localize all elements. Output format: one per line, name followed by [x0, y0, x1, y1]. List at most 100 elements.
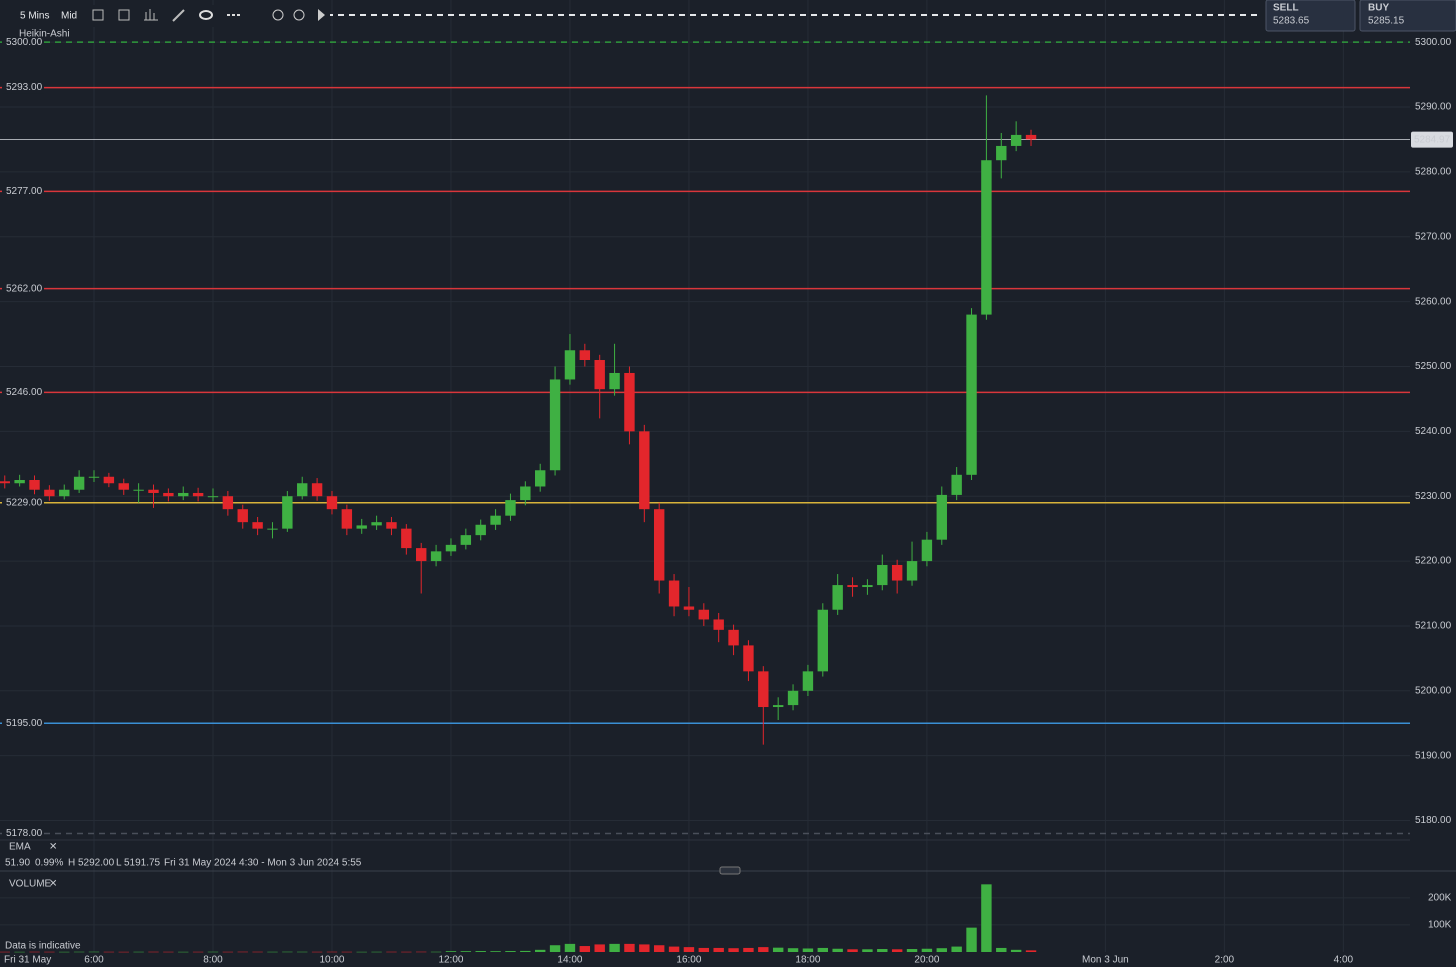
volume-bar [401, 951, 412, 953]
candle-body [683, 606, 695, 610]
level-label: 5262.00 [6, 283, 43, 294]
candle-body [371, 522, 382, 526]
candle-body [520, 486, 531, 501]
volume-bar [996, 947, 1007, 952]
candle-body [192, 492, 204, 497]
volume-bar [862, 949, 873, 952]
sell-label: SELL [1273, 3, 1299, 14]
buy-box[interactable] [1359, 0, 1456, 32]
level-tag-bg [2, 282, 44, 295]
candle-body [534, 470, 546, 487]
y-tick-label: 5290.00 [1415, 102, 1452, 113]
buy-price: 5285.15 [1368, 16, 1405, 27]
candle-body [416, 548, 427, 562]
y-tick-label: 5240.00 [1415, 426, 1452, 437]
volume-bar [787, 948, 799, 952]
y-tick-label: 5210.00 [1415, 621, 1452, 632]
volume-bar [891, 949, 903, 952]
candle-body [921, 539, 933, 562]
icon[interactable] [172, 9, 185, 22]
interval[interactable]: 5 Mins [20, 11, 49, 22]
candle-body [252, 522, 263, 529]
indicator-change: 0.99% [35, 858, 63, 869]
volume-bar [282, 951, 293, 953]
y-tick-label: 5250.00 [1415, 361, 1452, 372]
close-icon[interactable]: ✕ [49, 842, 57, 853]
volume-bar [728, 948, 739, 952]
candle-body [237, 509, 248, 523]
close-icon[interactable]: ✕ [49, 879, 57, 890]
candle-body [609, 372, 620, 390]
candle-body [966, 314, 977, 475]
volume-bar [921, 948, 933, 952]
x-tick-label: 18:00 [795, 955, 820, 966]
candle-body [832, 585, 843, 610]
note: Data is indicative [5, 941, 81, 952]
icon[interactable] [272, 9, 284, 21]
volume-bar [252, 951, 263, 953]
candle-body [356, 525, 367, 529]
price-tag-label: 5284.97 [1414, 134, 1451, 145]
candle-body [668, 580, 680, 607]
candle-body [1010, 134, 1022, 146]
volume-bar [847, 949, 858, 952]
candle-body [401, 528, 412, 549]
icon[interactable] [92, 9, 104, 21]
x-tick-label: 10:00 [319, 955, 344, 966]
candle-body [178, 492, 189, 497]
icon[interactable] [118, 9, 130, 21]
candle-body [386, 522, 397, 529]
candle-body [14, 480, 25, 484]
candle-body [594, 360, 605, 390]
candle-body [430, 551, 442, 562]
volume-bar [88, 951, 100, 953]
candle-body [475, 524, 486, 536]
icon[interactable] [318, 9, 325, 21]
icon[interactable] [293, 9, 305, 21]
candle-body [103, 476, 115, 484]
volume-bar [549, 945, 561, 952]
candle-body [163, 492, 174, 497]
x-tick-label: 8:00 [203, 955, 223, 966]
resize-handle[interactable] [719, 866, 741, 875]
candle-body [445, 544, 457, 552]
candle-body [787, 690, 799, 706]
y-tick-label: 5220.00 [1415, 556, 1452, 567]
x-start-label: Fri 31 May [4, 955, 51, 966]
volume-bar [951, 946, 962, 952]
x-tick-label: 4:00 [1334, 955, 1354, 966]
icon[interactable] [144, 9, 158, 21]
candle-body [148, 489, 159, 493]
level-tag-bg [2, 36, 44, 49]
candle-body [981, 160, 992, 315]
candle-body [847, 585, 858, 588]
date-range: Fri 31 May 2024 4:30 - Mon 3 Jun 2024 5:… [164, 858, 362, 869]
candle-body [772, 705, 784, 708]
level-label: 5229.00 [6, 497, 43, 508]
price-type[interactable]: Mid [61, 11, 77, 22]
candle-body [118, 483, 129, 490]
candle-body [267, 528, 278, 530]
volume-bar [44, 951, 55, 953]
y-tick-label: 5270.00 [1415, 231, 1452, 242]
volume-bar [534, 949, 546, 952]
volume-bar [148, 951, 159, 953]
volume-bar [371, 951, 382, 953]
candle-body [817, 609, 829, 672]
level-tag-bg [2, 827, 44, 840]
y-tick-label: 5280.00 [1415, 167, 1452, 178]
icon[interactable] [199, 10, 213, 20]
volume-bar [416, 951, 427, 953]
volume-bar [490, 951, 501, 952]
sell-box[interactable] [1265, 0, 1356, 32]
volume-bar [817, 947, 829, 952]
volume-bar [877, 949, 888, 952]
session-high: H 5292.00 [68, 858, 115, 869]
volume-bar [802, 948, 814, 952]
candle-body [44, 489, 55, 497]
volume-bar [475, 951, 486, 952]
price-tag [1411, 131, 1453, 148]
candle-body [207, 496, 219, 498]
volume-bar [192, 951, 204, 953]
volume-bar [430, 951, 442, 953]
